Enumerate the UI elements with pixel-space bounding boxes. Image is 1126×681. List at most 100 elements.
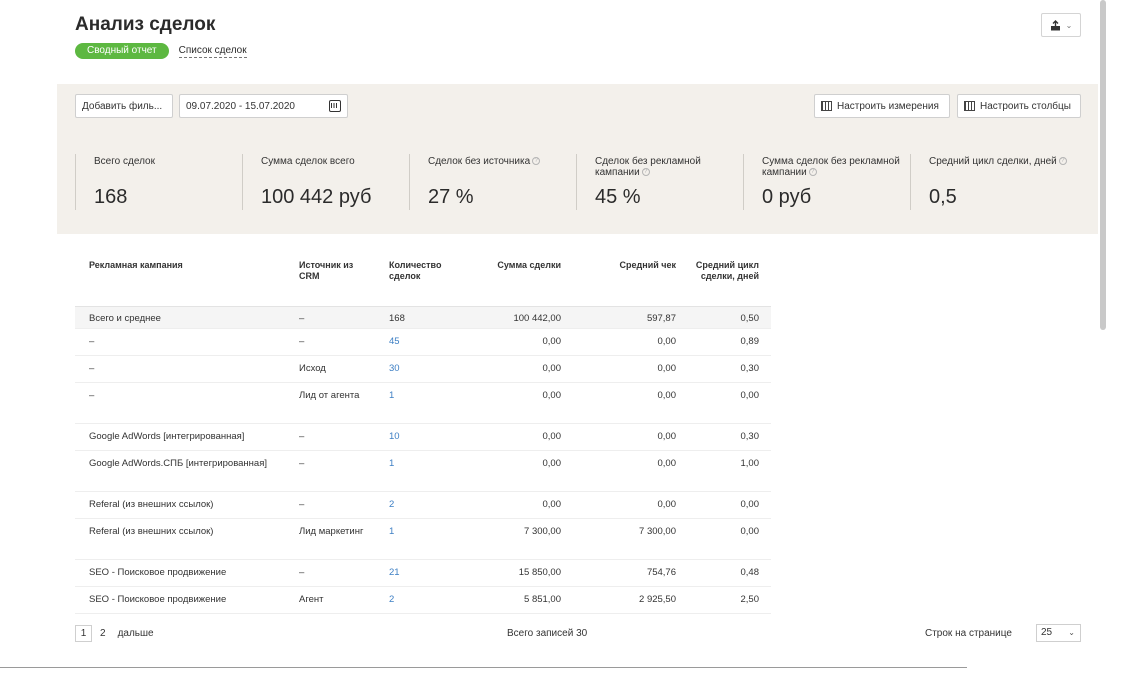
next-page-link[interactable]: дальше [117,628,154,639]
help-icon[interactable]: ? [532,157,541,166]
deal-count-link[interactable]: 2 [389,593,395,605]
deal-count-link[interactable]: 10 [389,430,400,442]
cell-avg: 0,00 [561,355,676,383]
chevron-down-icon: ⌄ [1068,628,1075,637]
cell-source: Исход [285,355,375,383]
cell-sum: 0,00 [465,382,561,424]
cell-campaign: – [75,328,285,356]
cell-sum: 100 442,00 [465,305,561,329]
table-header-row: Рекламная кампания Источник из CRM Колич… [75,255,771,306]
column-header-avg[interactable]: Средний чек [619,260,676,270]
table-row: SEO - Поисковое продвижение Агент 2 5 85… [75,586,771,614]
cell-sum: 0,00 [465,491,561,519]
filter-and-metrics-panel: Добавить филь... 09.07.2020 - 15.07.2020… [57,84,1098,234]
cell-cycle: 1,00 [676,450,771,492]
table-row: Google AdWords [интегрированная] – 10 0,… [75,423,771,451]
export-button[interactable]: ⌄ [1041,13,1081,37]
column-header-count[interactable]: Количество сделок [389,260,442,281]
add-filter-button[interactable]: Добавить филь... [75,94,173,118]
cell-avg: 0,00 [561,382,676,424]
divider [0,667,967,668]
cell-campaign: Referal (из внешних ссылок) [75,518,285,560]
scrollbar[interactable] [1098,0,1108,330]
metric-value: 100 442 руб [261,186,372,208]
configure-dimensions-button[interactable]: Настроить измерения [814,94,950,118]
table-row: – – 45 0,00 0,00 0,89 [75,328,771,356]
page-title: Анализ сделок [75,14,216,35]
help-icon[interactable]: ? [808,168,817,177]
cell-sum: 5 851,00 [465,586,561,614]
deal-count-link[interactable]: 1 [389,457,395,469]
cell-cycle: 0,00 [676,491,771,519]
cell-avg: 597,87 [561,305,676,329]
columns-icon [821,101,832,111]
help-icon[interactable]: ? [1058,157,1067,166]
cell-source: – [285,328,375,356]
rows-per-page-label: Строк на странице [925,628,1012,639]
help-icon[interactable]: ? [641,168,650,177]
cell-source: – [285,491,375,519]
metric-value: 168 [94,186,128,208]
metric-no-campaign: Сделок без рекламной кампании? 45 % [576,154,743,210]
cell-avg: 7 300,00 [561,518,676,560]
cell-sum: 0,00 [465,355,561,383]
page-current[interactable]: 1 [75,625,92,642]
tab-summary-report[interactable]: Сводный отчет [75,43,169,59]
cell-cycle: 0,48 [676,559,771,587]
column-header-campaign[interactable]: Рекламная кампания [89,260,183,270]
cell-sum: 0,00 [465,450,561,492]
cell-source: – [285,305,375,329]
metric-label: Сделок без источника [428,156,531,167]
deal-count-link[interactable]: 30 [389,362,400,374]
metric-value: 27 % [428,186,474,208]
rows-per-page-select[interactable]: 25 ⌄ [1036,624,1081,642]
cell-campaign: – [75,382,285,424]
cell-campaign: Всего и среднее [75,305,285,329]
deals-table: Рекламная кампания Источник из CRM Колич… [75,255,771,614]
column-header-sum[interactable]: Сумма сделки [497,260,561,270]
pagination: 1 2 дальше [75,625,154,642]
calendar-icon[interactable] [329,100,341,112]
columns-icon [964,101,975,111]
deal-count-link[interactable]: 2 [389,498,395,510]
table-row: SEO - Поисковое продвижение – 21 15 850,… [75,559,771,587]
cell-source: – [285,423,375,451]
cell-campaign: SEO - Поисковое продвижение [75,586,285,614]
metric-label: Сделок без рекламной кампании [595,156,701,178]
cell-cycle: 0,30 [676,423,771,451]
deal-count-link[interactable]: 1 [389,525,395,537]
tab-deal-list[interactable]: Список сделок [178,44,247,58]
cell-campaign: Google AdWords [интегрированная] [75,423,285,451]
cell-source: Лид маркетинг [285,518,375,560]
cell-avg: 0,00 [561,423,676,451]
cell-source: – [285,559,375,587]
table-row: Referal (из внешних ссылок) Лид маркетин… [75,518,771,560]
cell-avg: 2 925,50 [561,586,676,614]
table-row: Google AdWords.СПБ [интегрированная] – 1… [75,450,771,492]
deal-count-link[interactable]: 21 [389,566,400,578]
metric-total-sum: Сумма сделок всего 100 442 руб [242,154,409,210]
cell-cycle: 0,89 [676,328,771,356]
cell-cycle: 0,00 [676,518,771,560]
metric-no-source: Сделок без источника? 27 % [409,154,576,210]
cell-cycle: 2,50 [676,586,771,614]
deal-count-link[interactable]: 45 [389,335,400,347]
cell-sum: 0,00 [465,423,561,451]
deal-count-link[interactable]: 1 [389,389,395,401]
column-header-source[interactable]: Источник из CRM [299,260,354,281]
metric-label: Сумма сделок без рекламной кампании [762,156,900,178]
date-range-value: 09.07.2020 - 15.07.2020 [186,100,295,112]
scrollbar-thumb[interactable] [1100,0,1106,330]
cell-campaign: – [75,355,285,383]
date-range-field[interactable]: 09.07.2020 - 15.07.2020 [179,94,348,118]
column-header-cycle[interactable]: Средний цикл сделки, дней [695,260,759,281]
cell-source: – [285,450,375,492]
configure-columns-button[interactable]: Настроить столбцы [957,94,1081,118]
cell-cycle: 0,30 [676,355,771,383]
page-2-link[interactable]: 2 [100,628,106,639]
cell-campaign: Google AdWords.СПБ [интегрированная] [75,450,285,492]
cell-sum: 15 850,00 [465,559,561,587]
metric-label: Всего сделок [94,156,155,167]
metric-value: 0,5 [929,186,957,208]
